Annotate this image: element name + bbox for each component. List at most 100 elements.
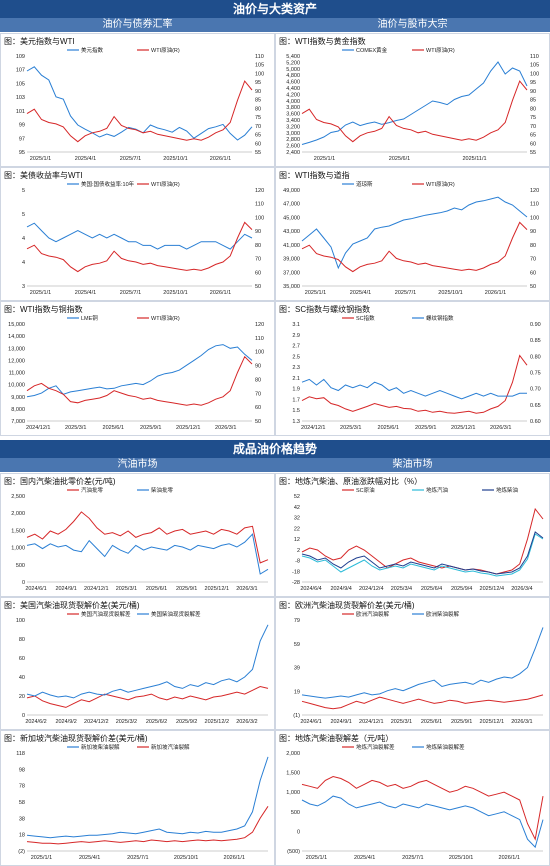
y-right-tick-label: 90 [255,89,261,95]
y-right-tick-label: 110 [255,202,264,208]
x-tick-label: 2024/6/1 [300,719,321,725]
series-line-1 [26,355,253,406]
x-tick-label: 2024/12/1 [26,425,50,431]
y-left-tick-label: 12 [294,537,300,543]
chart-svg: (500) 0 500 1,000 1,500 2,000 2025/1/1 2025/4/1… [286,743,544,861]
x-tick-label: 2025/3/1 [65,425,86,431]
y-left-tick-label: 78 [19,784,25,790]
y-left-tick-label: 59 [294,642,300,648]
x-tick-label: 2026/1/1 [499,855,520,861]
x-tick-label: 2025/9/1 [415,425,436,431]
y-left-tick-label: 1.9 [292,387,300,393]
y-left-tick-label: 35,000 [283,284,300,290]
x-tick-label: 2026/1/1 [210,156,231,162]
subheader-row-1: 油价与债券汇率 油价与股市大宗 [0,18,550,32]
legend-label: 新加坡汽油裂解 [151,743,190,751]
y-left-tick-label: 58 [19,800,25,806]
y-left-tick-label: 10,000 [8,383,25,389]
y-right-tick-label: 0.65 [530,403,541,409]
chart-title: 图：WTI指数与铜指数 [4,305,83,314]
series-line-1 [301,627,544,699]
x-tick-label: 2026/3/1 [215,425,236,431]
y-left-tick-label: 18 [19,833,25,839]
series-line-0 [301,196,528,270]
x-tick-label: 2025/3/1 [340,425,361,431]
y-left-tick-label: 20 [19,694,25,700]
x-tick-label: 2025/1/1 [31,855,52,861]
x-tick-label: 2025/1/1 [305,290,326,296]
y-left-tick-label: 41,000 [283,243,300,249]
y-right-tick-label: 50 [255,284,261,290]
series-line-1 [26,806,269,845]
legend-label: 欧洲汽油裂解 [356,610,390,618]
x-tick-label: 2024/6/4 [300,586,321,592]
y-left-tick-label: 60 [19,656,25,662]
y-left-tick-label: 2.9 [292,333,300,339]
section-header-assets: 油价与大类资产 [0,0,550,18]
y-right-tick-label: 75 [255,115,261,121]
subheader-bonds: 油价与债券汇率 [102,19,173,30]
x-tick-label: 2025/1/1 [30,290,51,296]
y-left-tick-label: 4,800 [286,73,300,79]
x-tick-label: 2025/9/1 [140,425,161,431]
x-tick-label: 2025/4/1 [75,156,96,162]
legend-label: 道琼斯 [356,180,373,188]
y-right-tick-label: 100 [530,215,539,221]
x-tick-label: 2025/12/2 [205,719,229,725]
y-left-tick-label: 3 [22,284,25,290]
chart-panel-sc-rebar: 图：SC指数与螺纹钢指数 1.3 1.5 1.7 1.9 2.1 2.3 2.5 2.7 2.9 3… [275,301,550,436]
y-left-tick-label: 5,000 [286,67,300,73]
y-left-tick-label: 1,500 [11,528,25,534]
y-right-tick-label: 110 [530,54,539,60]
y-left-tick-label: 95 [19,150,25,156]
series-line-0 [26,511,269,564]
series-line-1 [26,80,253,143]
y-left-tick-label: 13,000 [8,346,25,352]
y-left-tick-label: 0 [22,580,25,586]
y-left-tick-label: 2,500 [11,494,25,500]
y-left-tick-label: 4,200 [286,92,300,98]
chart-title: 图：美国汽柴油现货裂解价差(美元/桶) [4,601,140,610]
series-line-1 [26,624,269,699]
x-tick-label: 2025/10/1 [438,290,462,296]
x-tick-label: 2025/4/1 [350,290,371,296]
series-line-2 [301,531,544,575]
y-left-tick-label: 14,000 [8,334,25,340]
y-right-tick-label: 95 [255,80,261,86]
chart-svg: 1.3 1.5 1.7 1.9 2.1 2.3 2.5 2.7 2.9 3.1 0.60 0.65 0.… [292,314,541,431]
chart-title: 图：WTI指数与道指 [279,171,350,180]
y-left-tick-label: 39 [294,666,300,672]
x-tick-label: 2025/6/1 [103,425,124,431]
y-right-tick-label: 0.85 [530,338,541,344]
chart-title: 图：地炼汽柴油、原油涨跌幅对比（%） [279,477,423,486]
x-tick-label: 2026/1/1 [224,855,245,861]
legend-label: 螺纹钢指数 [426,314,454,322]
x-tick-label: 2025/3/2 [116,719,137,725]
x-tick-label: 2025/10/1 [163,156,187,162]
x-tick-label: 2024/9/1 [330,719,351,725]
y-right-tick-label: 110 [255,336,264,342]
x-tick-label: 2025/12/1 [451,425,475,431]
y-right-tick-label: 55 [530,150,536,156]
y-left-tick-label: 9,000 [11,395,25,401]
y-left-tick-label: 45,000 [283,215,300,221]
chart-svg: 0 20 40 60 80 100 2024/6/2 2024/9/2 2024/12/2 202… [16,610,269,725]
x-tick-label: 2026/1/1 [485,290,506,296]
y-left-tick-label: 2,600 [286,144,300,150]
legend-label: WTI原油(R) [426,180,455,188]
legend-label: 地炼柴油 [496,486,519,494]
x-tick-label: 2024/9/2 [55,719,76,725]
y-left-tick-label: 99 [19,123,25,129]
y-right-tick-label: 70 [530,124,536,130]
y-left-tick-label: 15,000 [8,322,25,328]
legend-label: SC原油 [356,486,375,494]
y-left-tick-label: 1,000 [286,790,300,796]
chart-svg: -28 -18 -8 2 12 22 32 42 52 2024/6/4 2024/9/4 2024/… [292,486,544,592]
y-left-tick-label: 43,000 [283,229,300,235]
legend-label: 新加坡柴油裂解 [81,743,120,751]
chart-title: 图：欧洲汽柴油现货裂解价差(美元/桶) [279,601,415,610]
series-line-1 [301,221,528,273]
y-left-tick-label: 4,000 [286,99,300,105]
x-tick-label: 2025/3/1 [391,719,412,725]
legend-label: 柴油批零 [151,486,174,494]
